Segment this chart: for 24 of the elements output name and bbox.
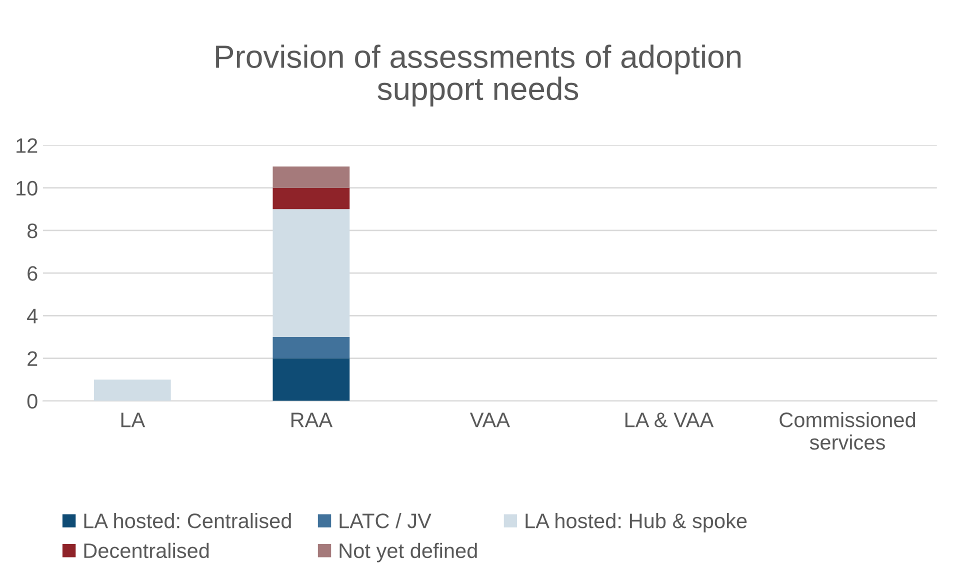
- y-tick-label: 10: [16, 180, 38, 196]
- legend-label: LA hosted: Centralised: [84, 512, 291, 528]
- bar: [272, 358, 350, 401]
- bar: [272, 188, 350, 210]
- y-tick-label: 12: [16, 138, 38, 153]
- x-tick-label: LA & VAA: [625, 412, 714, 428]
- bar: [272, 336, 350, 358]
- x-tick-label: Commissioned services: [780, 412, 916, 450]
- y-tick-label: 8: [27, 223, 38, 238]
- x-tick-label: RAA: [291, 412, 333, 428]
- y-tick-label: 2: [28, 351, 38, 366]
- chart-title: Provision of assessments of adoption support needs: [216, 44, 741, 106]
- x-tick-label: LA: [121, 412, 146, 428]
- y-tick-label: 4: [27, 308, 38, 324]
- y-tick-label: 0: [27, 394, 38, 409]
- legend-label: LA hosted: Hub & spoke: [526, 512, 747, 532]
- bar: [272, 209, 350, 337]
- x-tick-label: VAA: [470, 412, 510, 428]
- legend-label: LATC / JV: [340, 512, 432, 528]
- legend-label: Not yet defined: [340, 542, 477, 562]
- legend-label: Decentralised: [84, 542, 209, 558]
- bar: [94, 380, 171, 401]
- y-tick-label: 6: [28, 266, 38, 281]
- bar: [272, 166, 350, 188]
